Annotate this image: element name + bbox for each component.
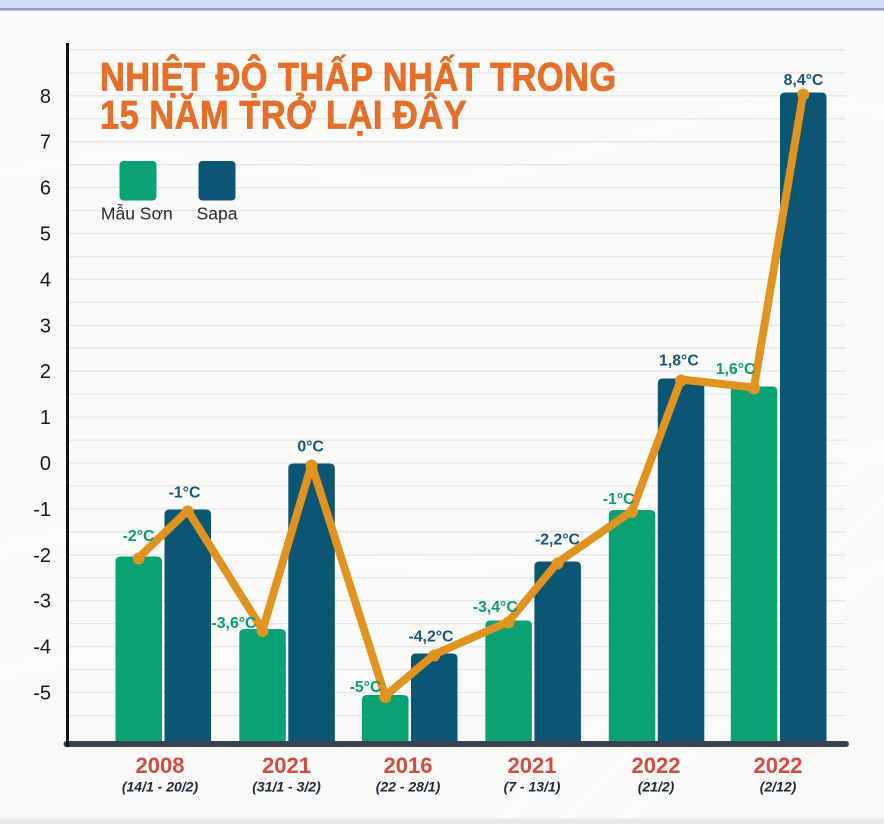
svg-text:NHIỆT ĐỘ THẤP NHẤT TRONG: NHIỆT ĐỘ THẤP NHẤT TRONG (100, 54, 617, 99)
svg-text:Mẫu Sơn: Mẫu Sơn (101, 203, 173, 224)
svg-text:-5°C: -5°C (350, 679, 382, 696)
svg-text:-2°C: -2°C (123, 528, 155, 545)
svg-text:2021: 2021 (508, 753, 557, 778)
svg-text:-3: -3 (33, 591, 51, 613)
svg-text:8: 8 (40, 86, 51, 108)
svg-text:(21/2): (21/2) (638, 779, 675, 795)
svg-text:2008: 2008 (136, 753, 185, 778)
svg-text:-4: -4 (33, 637, 51, 659)
svg-text:2022: 2022 (632, 753, 681, 778)
svg-text:4: 4 (40, 269, 51, 291)
svg-text:Sapa: Sapa (197, 204, 238, 224)
svg-text:5: 5 (40, 224, 51, 246)
svg-text:(22 - 28/1): (22 - 28/1) (376, 779, 441, 795)
svg-text:-2,2°C: -2,2°C (535, 532, 580, 549)
svg-text:-1°C: -1°C (169, 485, 201, 502)
svg-text:2021: 2021 (262, 753, 311, 778)
svg-text:15 NĂM TRỞ LẠI ĐÂY: 15 NĂM TRỞ LẠI ĐÂY (100, 92, 467, 137)
svg-text:(2/12): (2/12) (760, 779, 797, 795)
svg-text:(7 - 13/1): (7 - 13/1) (504, 779, 561, 795)
svg-text:-2: -2 (33, 545, 51, 567)
svg-text:1,6°C: 1,6°C (716, 361, 756, 378)
svg-text:-4,2°C: -4,2°C (409, 629, 454, 646)
svg-text:-1°C: -1°C (603, 491, 635, 508)
svg-text:2016: 2016 (384, 753, 433, 778)
svg-text:0°C: 0°C (297, 439, 324, 456)
svg-text:1: 1 (40, 407, 51, 429)
svg-text:2022: 2022 (754, 753, 803, 778)
svg-text:-3,4°C: -3,4°C (473, 599, 518, 616)
svg-text:(14/1 - 20/2): (14/1 - 20/2) (122, 779, 199, 795)
svg-text:(31/1 - 3/2): (31/1 - 3/2) (252, 779, 321, 795)
svg-text:2: 2 (40, 361, 51, 383)
svg-text:1,8°C: 1,8°C (659, 353, 699, 370)
svg-text:3: 3 (40, 315, 51, 337)
svg-text:-3,6°C: -3,6°C (212, 615, 257, 632)
svg-text:8,4°C: 8,4°C (784, 72, 824, 89)
svg-text:-1: -1 (33, 499, 51, 521)
svg-text:7: 7 (40, 132, 51, 154)
svg-text:6: 6 (40, 178, 51, 200)
svg-text:-5: -5 (33, 683, 51, 705)
svg-text:0: 0 (40, 453, 51, 475)
